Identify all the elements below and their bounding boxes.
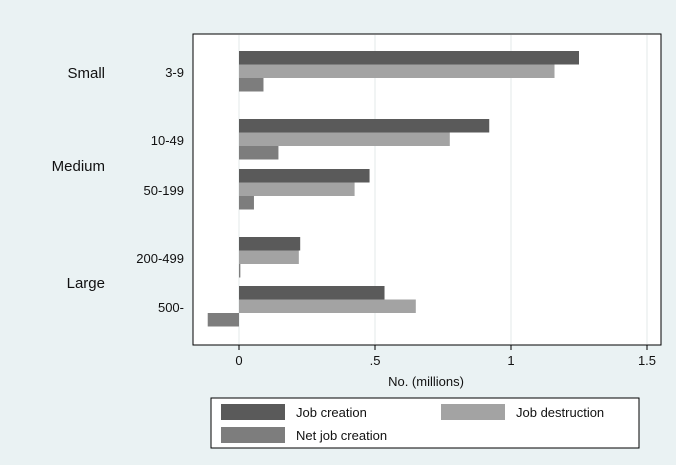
legend-label: Net job creation xyxy=(296,428,387,443)
legend-label: Job creation xyxy=(296,405,367,420)
x-axis-label: No. (millions) xyxy=(388,374,464,389)
x-tick-label: .5 xyxy=(370,353,381,368)
bar-500--net-job-creation xyxy=(207,313,239,327)
bar-10-49-net-job-creation xyxy=(239,146,279,160)
bars xyxy=(207,51,579,327)
bar-3-9-job-destruction xyxy=(239,64,555,78)
y-axis-labels: 3-9 10-49 50-199 200-499 500- Small Medium Larg… xyxy=(52,65,184,315)
y-tick-label: 50-199 xyxy=(144,183,184,198)
bar-3-9-net-job-creation xyxy=(239,78,264,92)
bar-500--job-creation xyxy=(239,286,385,300)
legend-label: Job destruction xyxy=(516,405,604,420)
bar-200-499-net-job-creation xyxy=(239,264,241,278)
group-label-large: Large xyxy=(67,275,105,292)
bar-500--job-destruction xyxy=(239,299,416,313)
y-tick-label: 3-9 xyxy=(165,65,184,80)
bar-50-199-job-creation xyxy=(239,169,370,183)
x-tick-label: 1.5 xyxy=(638,353,656,368)
legend-swatch-job-destruction xyxy=(441,404,505,420)
x-tick-label: 1 xyxy=(507,353,514,368)
bar-10-49-job-creation xyxy=(239,119,490,133)
group-label-medium: Medium xyxy=(52,158,105,175)
y-tick-label: 10-49 xyxy=(151,133,184,148)
bar-3-9-job-creation xyxy=(239,51,579,65)
legend: Job creation Job destruction Net job creat… xyxy=(221,404,604,443)
x-axis-ticks: 0 .5 1 1.5 xyxy=(235,345,656,368)
y-tick-label: 500- xyxy=(158,300,184,315)
bar-10-49-job-destruction xyxy=(239,132,450,146)
bar-200-499-job-destruction xyxy=(239,250,299,264)
x-tick-label: 0 xyxy=(235,353,242,368)
legend-swatch-job-creation xyxy=(221,404,285,420)
bar-50-199-job-destruction xyxy=(239,182,355,196)
bar-200-499-job-creation xyxy=(239,237,301,251)
bar-50-199-net-job-creation xyxy=(239,196,254,210)
legend-swatch-net-job-creation xyxy=(221,427,285,443)
y-tick-label: 200-499 xyxy=(136,251,184,266)
group-label-small: Small xyxy=(67,65,105,82)
